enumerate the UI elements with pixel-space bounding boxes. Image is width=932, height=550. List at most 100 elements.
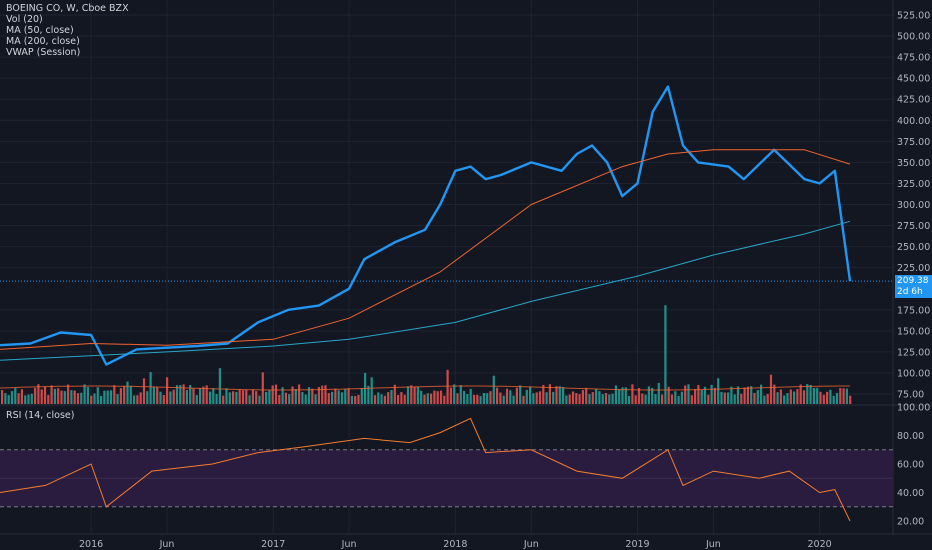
volume-bar (7, 395, 10, 404)
volume-bar (142, 378, 146, 404)
volume-bar (403, 394, 406, 404)
volume-bar (822, 394, 825, 404)
close-line (0, 85, 852, 366)
volume-bar (350, 396, 353, 404)
volume-bar (575, 393, 578, 404)
volume-bar (251, 389, 254, 404)
volume-bar (215, 394, 218, 404)
time-axis[interactable]: 2016 Jun 2017 Jun 2018 Jun 2019 Jun 2020 (79, 539, 832, 550)
volume-bar (212, 388, 215, 404)
volume-bar (265, 391, 268, 404)
volume-bar (185, 390, 188, 404)
price-tick-label: 100.00 (897, 368, 930, 379)
last-price-badge: 209.38 (895, 275, 932, 287)
volume-bar (469, 388, 472, 404)
volume-bar (340, 392, 344, 404)
volume-bar (796, 389, 799, 404)
volume-bar (624, 387, 627, 404)
volume-bar (502, 395, 505, 404)
volume-bar (413, 387, 416, 404)
volume-bar (430, 393, 433, 404)
volume-bar (268, 390, 271, 404)
volume-bar (37, 384, 40, 404)
legend-symbol[interactable]: BOEING CO, W, Cboe BZX (6, 3, 129, 14)
rsi-series (0, 417, 851, 522)
volume-bar (103, 390, 106, 404)
volume-bar (842, 388, 845, 404)
volume-bar (189, 385, 192, 404)
price-tick-label: 150.00 (897, 326, 930, 337)
volume-bar (578, 394, 581, 404)
bar-countdown-badge: 2d 6h (895, 287, 932, 298)
volume-bar (789, 389, 792, 404)
volume-bar (146, 391, 149, 404)
rsi-line (0, 417, 851, 522)
volume-bar (93, 393, 96, 404)
legend-volume[interactable]: Vol (20) (6, 14, 43, 25)
volume-bar (687, 384, 690, 404)
volume-bar (674, 391, 677, 404)
volume-bar (410, 385, 413, 404)
volume-bar (776, 392, 779, 404)
volume-bar (53, 388, 56, 404)
volume-bar (274, 384, 278, 404)
volume-bar (849, 395, 852, 404)
volume-bar (406, 386, 410, 404)
volume-bar (426, 393, 429, 404)
legend-ma50[interactable]: MA (50, close) (6, 25, 74, 36)
volume-bar (819, 391, 822, 404)
volume-bar (281, 387, 284, 404)
volume-bar (845, 388, 848, 404)
volume-bar (294, 389, 297, 404)
volume-bar (90, 395, 93, 404)
volume-bar (390, 390, 393, 404)
volume-bar (532, 393, 535, 404)
volume-bar (634, 395, 637, 404)
volume-bar (159, 391, 162, 404)
legend-ma200[interactable]: MA (200, close) (6, 36, 80, 47)
volume-bar (83, 384, 86, 404)
volume-bar (123, 386, 126, 404)
volume-bar (832, 395, 835, 404)
price-tick-label: 75.00 (897, 390, 924, 401)
volume-bar (205, 385, 208, 404)
volume-bar (456, 393, 459, 404)
price-tick-label: 425.00 (897, 95, 930, 106)
volume-bar (222, 395, 225, 404)
volume-bar (439, 390, 443, 404)
volume-bar (581, 390, 584, 404)
volume-bar (278, 395, 281, 404)
volume-bar (703, 386, 707, 404)
volume-bar (667, 386, 670, 404)
rsi-tick-label: 100.00 (897, 403, 930, 414)
volume-bar (733, 394, 736, 404)
volume-bar (377, 392, 380, 404)
price-tick-label: 450.00 (897, 74, 930, 85)
volume-bar (238, 389, 241, 404)
volume-bar (27, 394, 30, 404)
volume-bar (80, 392, 83, 404)
price-axis[interactable]: 525.00 500.00 475.00 450.00 425.00 400.00 375.… (897, 11, 930, 401)
volume-bar (812, 387, 815, 404)
volume-bar (736, 386, 740, 404)
volume-bar (172, 389, 175, 404)
volume-bar (505, 388, 509, 404)
volume-bar (139, 392, 142, 404)
time-tick-label: Jun (341, 539, 357, 550)
volume-bar (482, 393, 485, 404)
volume-bar (783, 395, 786, 404)
legend-vwap[interactable]: VWAP (Session) (6, 47, 81, 58)
volume-bar (710, 384, 713, 404)
volume-bar (496, 387, 499, 404)
volume-bar (694, 389, 697, 404)
time-tick-label: 2019 (625, 539, 649, 550)
volume-bar (436, 391, 439, 404)
rsi-axis[interactable]: 100.00 80.00 60.00 40.00 20.00 (897, 403, 930, 528)
chart-grid (0, 0, 932, 535)
volume-bar (195, 395, 198, 404)
volume-bar (126, 381, 129, 404)
rsi-legend[interactable]: RSI (14, close) (6, 410, 75, 421)
volume-bar (835, 393, 839, 404)
volume-bar (538, 391, 542, 404)
